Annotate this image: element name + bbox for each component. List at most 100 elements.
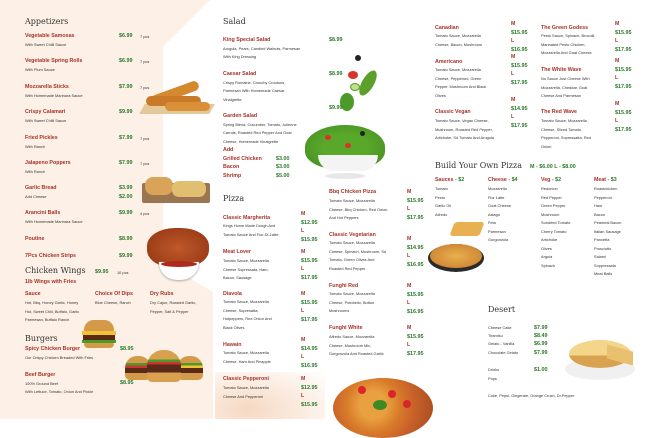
wings-price: $9.95	[95, 269, 109, 275]
pizza-size: L	[511, 38, 515, 44]
pizza-description: Pepperoni, Sopressatta, Red	[541, 135, 591, 140]
pizza-price: $15.95	[615, 66, 632, 73]
item-name: Jalapeno Poppers	[25, 160, 71, 166]
item-description: Spring Blend, Cucumber, Tomato, Julienne	[223, 121, 297, 127]
addon-price: $3.00	[276, 164, 290, 170]
topping-category: Cheese - $4	[488, 177, 517, 183]
topping-item: Ham	[594, 203, 603, 208]
pizza-description: Cheese, Bacon, Mushroom	[435, 41, 483, 47]
desert-name: Tiramisu	[488, 333, 503, 338]
wings-option-title: Dry Rubs	[150, 291, 174, 297]
desert-price: $7.99	[534, 350, 548, 356]
item-description: With Homemade Marinara Sauce	[25, 93, 83, 98]
item-description: With Plum Sauce	[25, 67, 55, 72]
topping-item: Green Pepper	[541, 203, 566, 208]
pizza-size: M	[511, 97, 516, 103]
chicken-wings-heading: Chicken Wings	[25, 266, 86, 275]
topping-item: Argula	[541, 254, 553, 259]
burgers-heading: Burgers	[25, 334, 58, 343]
topping-category: Sauces - $2	[435, 177, 464, 183]
desert-name: Chocolate Gelato	[488, 350, 519, 355]
pizza-description: Artichoke, Sd Tomato And Arugula	[435, 135, 494, 140]
pizza-size: M	[301, 211, 306, 217]
pizza-description: Cheese Sopressata, Ham,	[223, 266, 269, 272]
pizza-description: Olives	[435, 92, 446, 98]
pizza-size: L	[301, 308, 305, 314]
item-description: Parmesan With Homemade Caesar	[223, 88, 285, 93]
item-description: With Lettuce, Tomato, Onion And Pickle	[25, 389, 94, 394]
cheesecake-image	[565, 334, 637, 382]
addon-price: $5.00	[276, 173, 290, 179]
pizza-description: Tomato Sauce, Mozzarella	[223, 299, 269, 304]
topping-item: Roastchicken	[594, 186, 618, 191]
pizza-heading: Pizza	[223, 194, 245, 203]
pizza-price: $15.95	[407, 291, 424, 298]
pizza-description: Cheese, Ham And Pinapple	[223, 358, 271, 364]
item-name: Vegetable Samosas	[25, 33, 75, 39]
item-pieces: 7 pcs	[140, 160, 150, 166]
item-pieces: 7 pcs	[140, 84, 150, 90]
desert-name: Cheese Cake	[488, 325, 512, 330]
pizza-price: $14.95	[511, 105, 528, 112]
item-price: $8.95	[120, 380, 134, 386]
item-price: $9.99	[119, 210, 133, 216]
item-pieces: 4 pcs	[140, 210, 150, 216]
item-name: Arancini Balls	[25, 210, 61, 216]
pizza-name: Classic Vegan	[435, 109, 471, 115]
topping-item: Salami	[594, 254, 606, 259]
pizza-size: M	[407, 236, 412, 242]
topping-item: Mozzarella	[488, 186, 507, 191]
item-description: With Sweet Chilli Sauce	[25, 42, 67, 47]
pizza-description: Marinated Pesto Chicken,	[541, 41, 586, 47]
pops-list: Coke, Pepsi, Gingerale, Orange Crush, Dr…	[488, 393, 575, 398]
item-name: 7Pcs Chicken Strips	[25, 253, 76, 259]
add-label: Add	[223, 147, 234, 153]
item-description: Carrots, Roasted Red Pepper And Goat	[223, 130, 292, 135]
build-your-own-price: M - $6.00 L - $8.00	[530, 164, 576, 170]
pizza-size: L	[615, 118, 619, 124]
pizza-name: Funghi White	[329, 325, 363, 331]
item-description: Cheese, Homemade Vinaigrette	[223, 138, 279, 144]
pizza-price: $15.95	[511, 62, 528, 69]
appetizers-heading: Appetizers	[25, 17, 69, 26]
burgers-trio-image	[125, 350, 203, 382]
topping-item: Pesto	[435, 194, 445, 200]
pops-label: Pops	[488, 376, 497, 381]
pizza-size: L	[301, 228, 305, 234]
pizza-price: $14.95	[407, 244, 424, 251]
topping-item: Prosciutto	[594, 245, 612, 251]
pizza-size: M	[407, 283, 412, 289]
pizza-description: Cheese, Sopresatta,	[223, 307, 259, 313]
wings-option-text: Dry Cajun, Roasted Garlic,	[150, 300, 197, 305]
pizza-description: Cheese, Potobello, Button	[329, 299, 375, 305]
topping-item: Alfredo	[435, 211, 448, 217]
item-description: Crispy Romaine, Crunchy Croutons,	[223, 79, 286, 85]
pizza-size: M	[407, 189, 412, 195]
item-name: Poutine	[25, 236, 45, 242]
topping-category: Veg - $2	[541, 177, 561, 183]
topping-item: Fior Latte	[488, 194, 505, 200]
pizza-background-image	[215, 372, 325, 419]
item-description: With Ranch	[25, 144, 46, 149]
topping-category-label: Cheese	[488, 177, 507, 183]
topping-category-label: Veg	[541, 177, 551, 183]
salad-image	[300, 55, 410, 183]
item-description: Arugula, Pears, Candied Walnuts, Parmesa…	[223, 45, 301, 51]
item-price: $9.99	[119, 109, 133, 115]
item-description: Vinaigrette	[223, 96, 242, 102]
desert-name: Gelato - Vanilla	[488, 341, 515, 346]
item-price: $9.99	[329, 105, 343, 111]
topping-item: Soppressata	[594, 262, 616, 268]
pizza-name: Bbq Chicken Pizza	[329, 189, 377, 195]
desert-price: $8.49	[534, 333, 548, 339]
desert-price: $6.99	[534, 341, 548, 347]
pizza-price: $15.95	[301, 401, 318, 408]
item-description: With Ranch	[25, 169, 46, 174]
item-name: Caesar Salad	[223, 71, 257, 77]
addon-price: $3.00	[276, 156, 290, 162]
pizza-price: $12.95	[301, 219, 318, 226]
topping-item: Spinach	[541, 262, 556, 268]
item-name: Garden Salad	[223, 113, 258, 119]
wings-option-text: Blue Cheese, Ranch	[95, 300, 131, 305]
pizza-size: L	[407, 206, 411, 212]
